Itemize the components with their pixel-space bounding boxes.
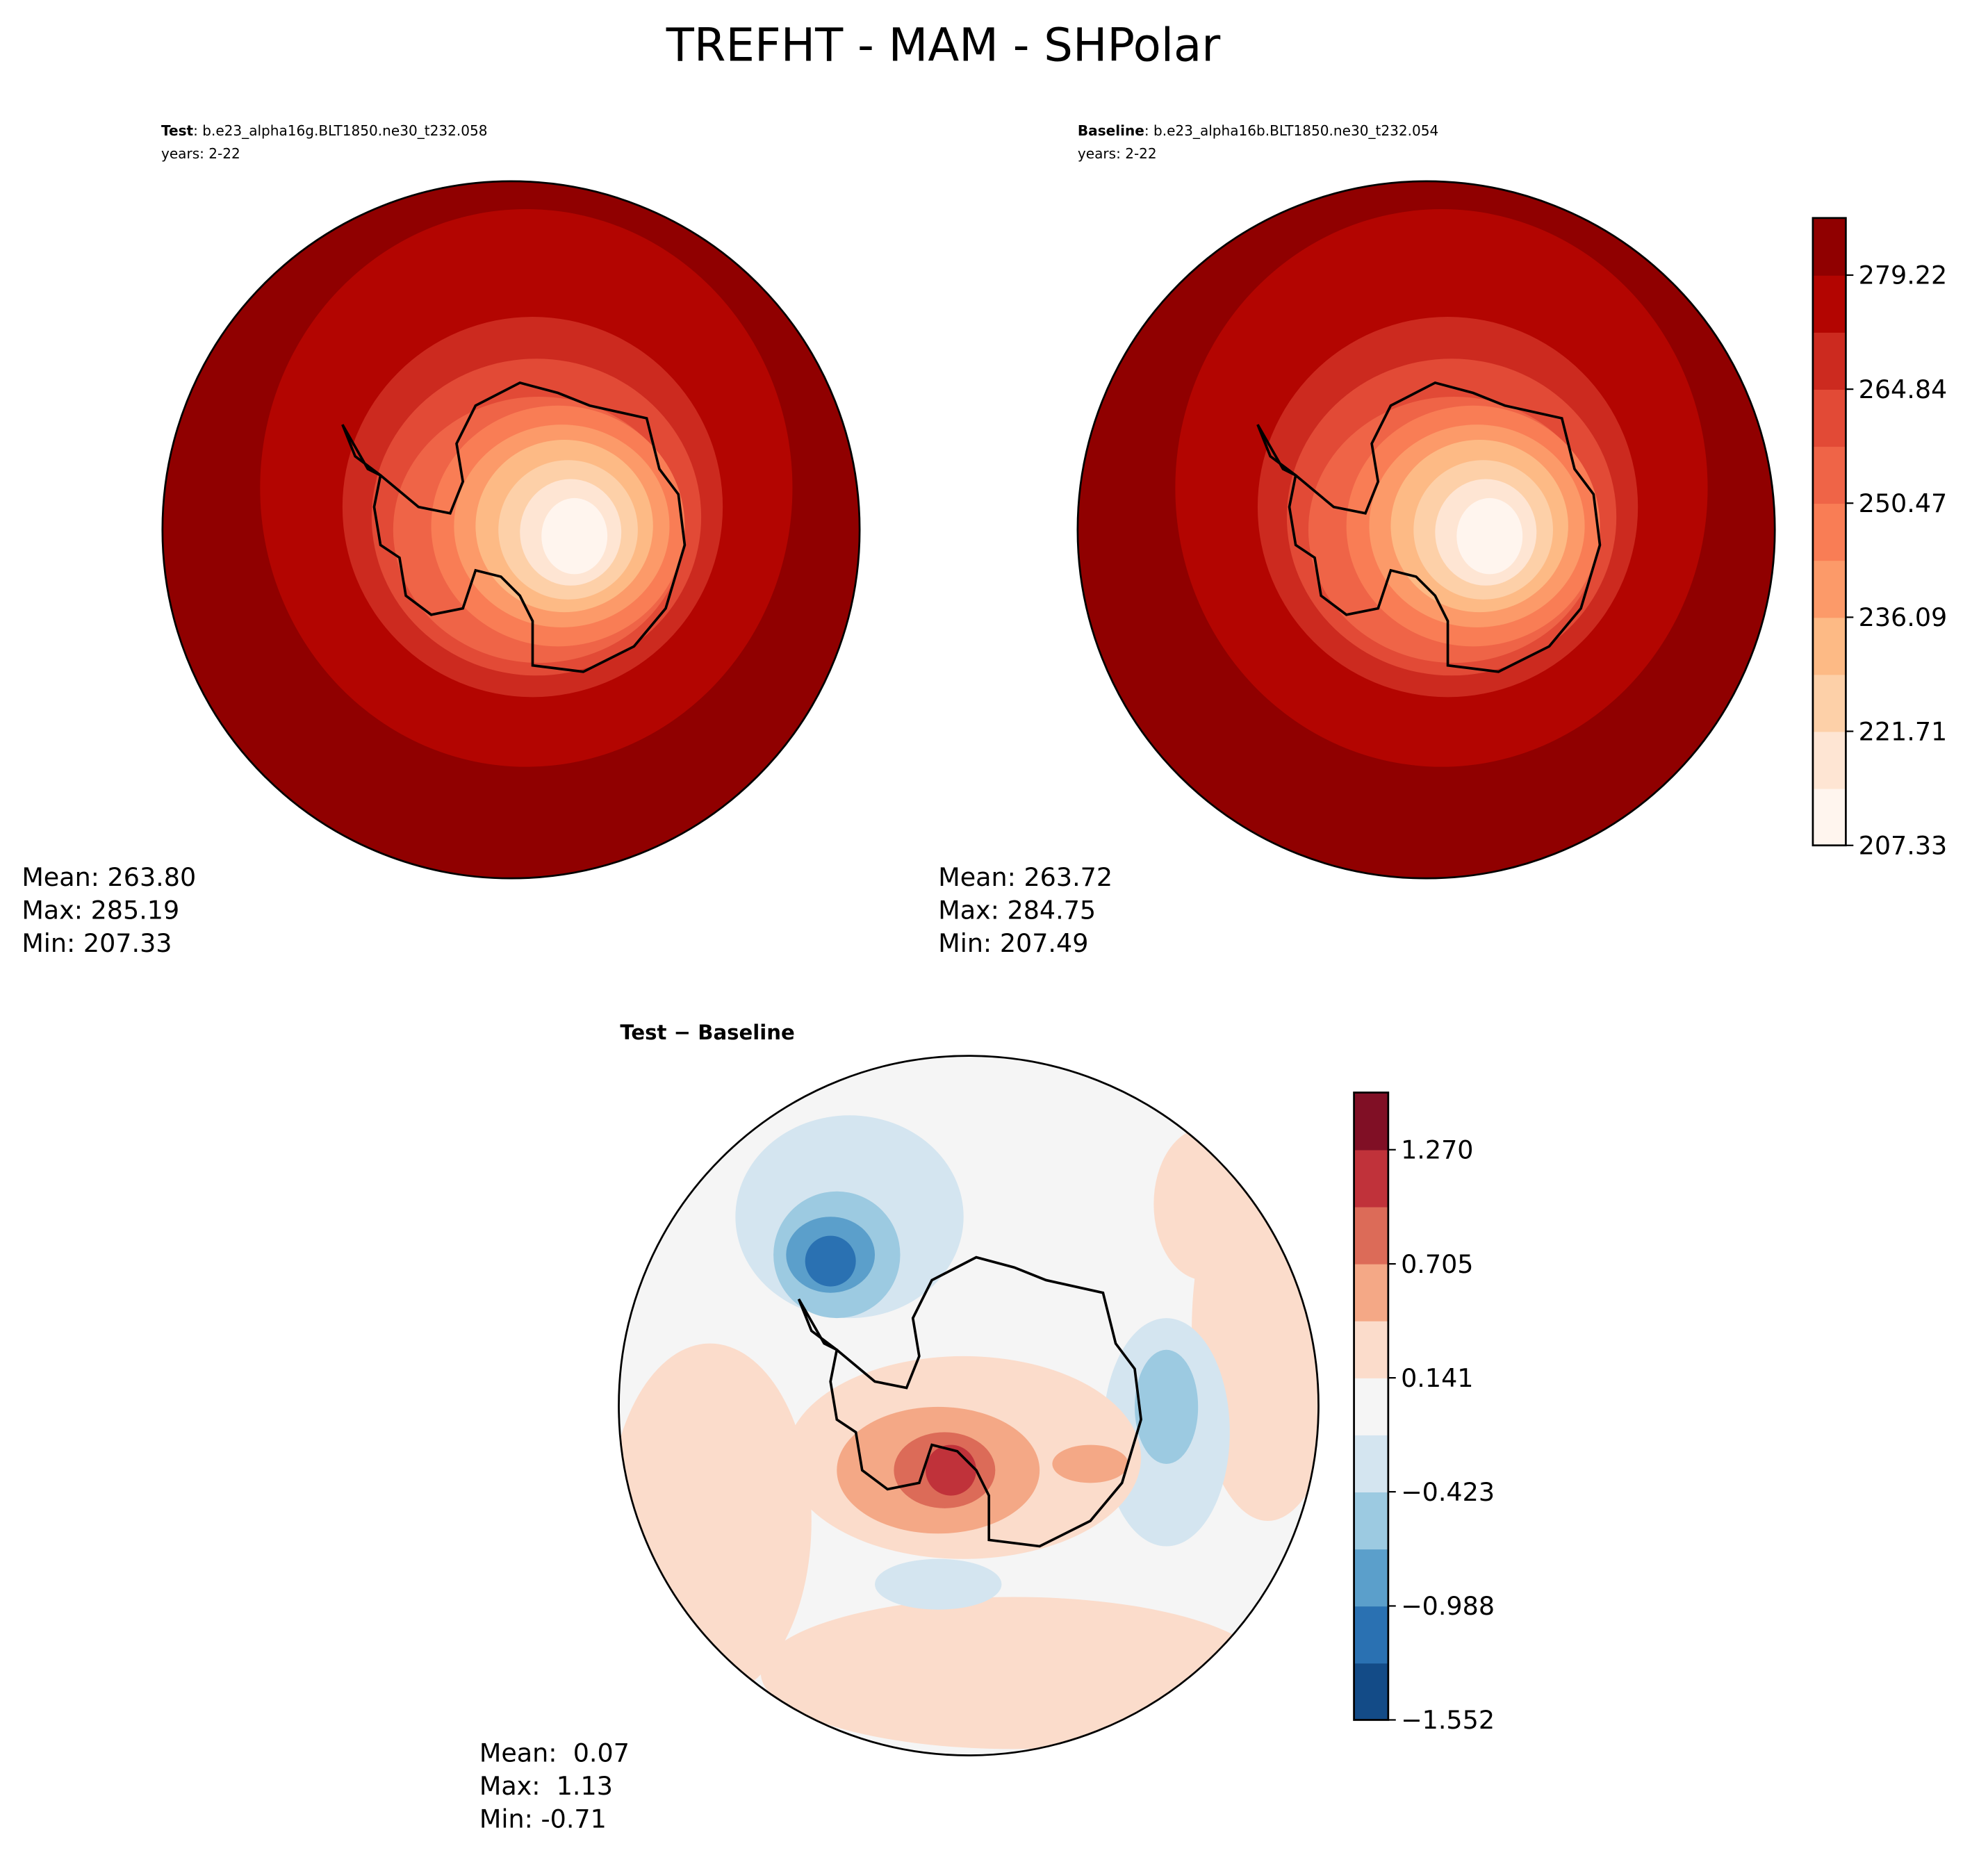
- panel-stat: Min: -0.71: [479, 1804, 607, 1834]
- colorbar-band: [1812, 731, 1846, 789]
- contour-region: [875, 1558, 1002, 1610]
- colorbar-band: [1812, 560, 1846, 618]
- colorbar-tick-label: −1.552: [1401, 1705, 1495, 1735]
- colorbar-tick-label: 0.141: [1401, 1363, 1473, 1393]
- colorbar-tick-label: 207.33: [1859, 831, 1948, 861]
- colorbar-tick-label: 221.71: [1859, 716, 1948, 746]
- panel-stat: Mean: 263.80: [22, 862, 196, 892]
- colorbar-outline: [1353, 1092, 1390, 1721]
- colorbar-tick-label: −0.988: [1401, 1591, 1495, 1621]
- colorbar-band: [1354, 1549, 1388, 1607]
- colorbar-band: [1812, 274, 1846, 333]
- map-outline: [618, 1055, 1320, 1756]
- polar-map: [1077, 181, 1775, 879]
- colorbar-band: [1354, 1320, 1388, 1378]
- panel-stat: Max: 285.19: [22, 896, 179, 925]
- colorbar-tick-label: 279.22: [1859, 261, 1948, 290]
- colorbar-band: [1354, 1206, 1388, 1265]
- colorbar-tick-label: 0.705: [1401, 1249, 1473, 1279]
- panel-stat: Max: 284.75: [938, 896, 1096, 925]
- colorbar-tick-label: −0.423: [1401, 1477, 1495, 1507]
- contour-region: [925, 1444, 976, 1496]
- contour-region: [541, 497, 608, 575]
- contour-region: [1134, 1349, 1199, 1464]
- colorbar-tick-label: 1.270: [1401, 1135, 1473, 1165]
- colorbar-band: [1812, 503, 1846, 561]
- panel-stat: Max: 1.13: [479, 1771, 613, 1801]
- contour-region: [805, 1235, 856, 1287]
- map-outline: [1076, 180, 1776, 880]
- colorbar-band: [1812, 331, 1846, 390]
- colorbar-band: [1354, 1492, 1388, 1550]
- panel-label: Test: b.e23_alpha16g.BLT1850.ne30_t232.0…: [161, 122, 488, 139]
- colorbar-band: [1812, 788, 1846, 846]
- colorbar-band: [1354, 1435, 1388, 1493]
- colorbar-band: [1812, 446, 1846, 504]
- figure-title: TREFHT - MAM - SHPolar: [666, 19, 1220, 72]
- contour-region: [1153, 1128, 1256, 1280]
- panel-label: Baseline: b.e23_alpha16b.BLT1850.ne30_t2…: [1078, 122, 1438, 139]
- contour-region: [760, 1597, 1268, 1749]
- colorbar-band: [1812, 389, 1846, 447]
- panel-label-bold: Baseline: [1078, 122, 1144, 139]
- colorbar-band: [1354, 1092, 1388, 1151]
- colorbar-band: [1812, 217, 1846, 276]
- panel-stat: Min: 207.33: [22, 928, 172, 958]
- colorbar-band: [1354, 1606, 1388, 1664]
- colorbar-tick-label: 236.09: [1859, 602, 1948, 632]
- panel-label-bold: Test − Baseline: [620, 1021, 795, 1044]
- colorbar-band: [1354, 1663, 1388, 1721]
- colorbar-tick-label: 250.47: [1859, 488, 1948, 518]
- panel-stat: Min: 207.49: [938, 928, 1088, 958]
- map-outline: [161, 180, 861, 880]
- colorbar-band: [1812, 674, 1846, 732]
- contour-region: [1456, 497, 1523, 575]
- colorbar-outline: [1812, 217, 1847, 847]
- panel-label: Test − Baseline: [620, 1021, 795, 1044]
- panel-stat: Mean: 0.07: [479, 1738, 630, 1768]
- panel-label-bold: Test: [161, 122, 194, 139]
- panel-stat: Mean: 263.72: [938, 862, 1112, 892]
- panel-years: years: 2-22: [1078, 145, 1157, 162]
- colorbar-band: [1812, 617, 1846, 675]
- panel-label-case: : b.e23_alpha16g.BLT1850.ne30_t232.058: [193, 122, 487, 139]
- colorbar-tick-label: 264.84: [1859, 374, 1948, 404]
- panel-label-case: : b.e23_alpha16b.BLT1850.ne30_t232.054: [1144, 122, 1438, 139]
- colorbar-band: [1354, 1377, 1388, 1435]
- polar-map: [162, 181, 860, 879]
- colorbar-band: [1354, 1149, 1388, 1208]
- colorbar-band: [1354, 1263, 1388, 1321]
- contour-region: [1052, 1444, 1128, 1483]
- panel-years: years: 2-22: [161, 145, 240, 162]
